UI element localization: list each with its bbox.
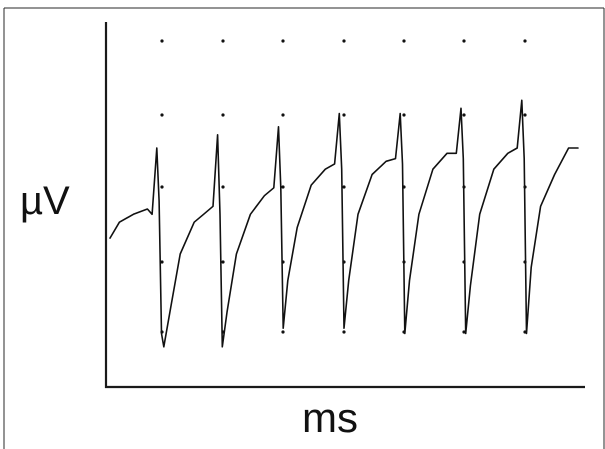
- grid-dot-0-5: [462, 39, 466, 43]
- grid-dot-1-6: [523, 113, 527, 117]
- x-axis-label: ms: [302, 394, 358, 441]
- grid-dot-0-3: [342, 39, 346, 43]
- grid-dot-4-5: [462, 330, 466, 334]
- grid-dot-0-1: [221, 39, 225, 43]
- grid-dots: [160, 39, 527, 334]
- grid-dot-0-0: [160, 39, 164, 43]
- grid-dot-3-0: [160, 260, 164, 264]
- grid-dot-4-2: [281, 330, 285, 334]
- grid-dot-0-6: [523, 39, 527, 43]
- grid-dot-2-0: [160, 185, 164, 189]
- grid-dot-1-5: [462, 113, 466, 117]
- grid-dot-1-2: [281, 113, 285, 117]
- grid-dot-2-1: [221, 185, 225, 189]
- grid-dot-1-1: [221, 113, 225, 117]
- grid-dot-1-0: [160, 113, 164, 117]
- grid-dot-0-2: [281, 39, 285, 43]
- grid-dot-2-3: [342, 185, 346, 189]
- grid-dot-3-1: [221, 260, 225, 264]
- grid-dot-1-4: [402, 113, 406, 117]
- grid-dot-4-3: [342, 330, 346, 334]
- grid-dot-1-3: [342, 113, 346, 117]
- grid-dot-2-2: [281, 185, 285, 189]
- signal-trace: [109, 99, 579, 348]
- grid-dot-0-4: [402, 39, 406, 43]
- y-axis-label: µV: [20, 179, 70, 223]
